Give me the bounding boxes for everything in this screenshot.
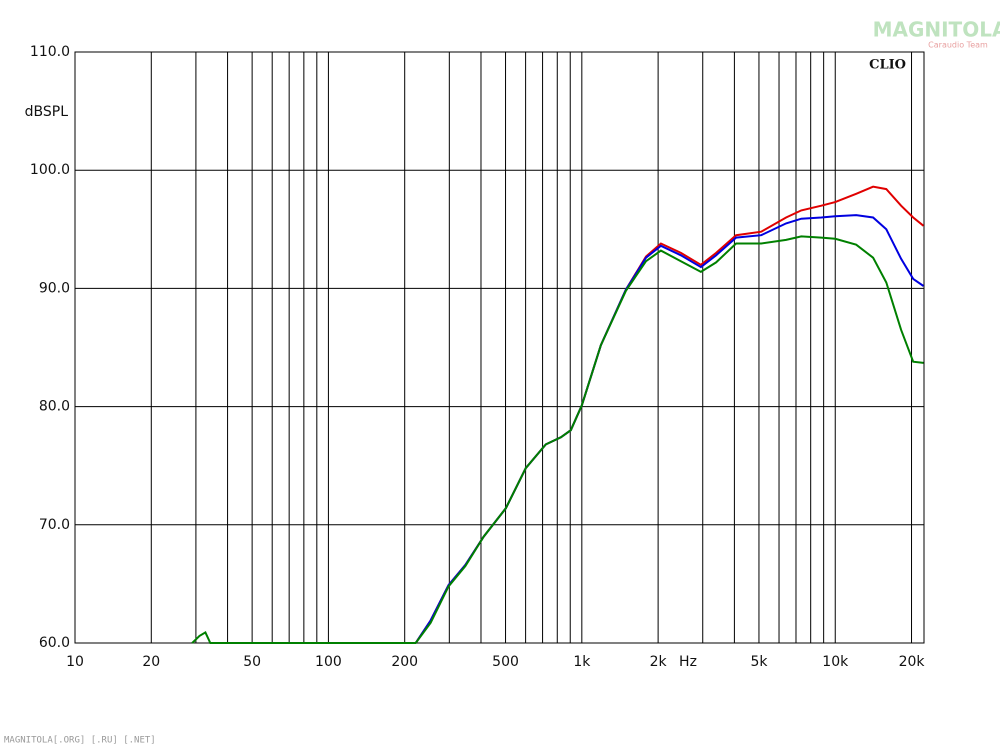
- annotation: CLIO: [869, 58, 906, 73]
- plot-frame: [74, 51, 925, 644]
- x-tick-label: 500: [492, 654, 519, 670]
- x-tick-label: 5k: [750, 654, 768, 670]
- x-tick-label: 1k: [573, 654, 591, 670]
- y-tick-label: 90.0: [39, 280, 70, 296]
- x-tick-label: 20: [142, 654, 160, 670]
- x-tick-label: 200: [391, 654, 418, 670]
- x-tick-label: 10: [66, 654, 84, 670]
- x-tick-label: 100: [315, 654, 342, 670]
- y-tick-label: 110.0: [30, 44, 70, 60]
- x-tick-label: 2k: [650, 654, 668, 670]
- series-line: [191, 235, 924, 644]
- y-tick-label: 70.0: [39, 517, 70, 533]
- footer: MAGNITOLA[.ORG] [.RU] [.NET]: [4, 736, 156, 746]
- x-tick-label: 20k: [899, 654, 926, 670]
- watermark-sub: Caraudio Team: [928, 41, 988, 50]
- watermark: MAGNITOLA: [873, 18, 1000, 42]
- x-tick-label: 50: [243, 654, 261, 670]
- y-tick-label: 80.0: [39, 399, 70, 415]
- x-axis-label: Hz: [679, 654, 697, 670]
- y-axis-label: dBSPL: [25, 104, 69, 120]
- y-tick-label: 60.0: [39, 635, 70, 651]
- x-tick-label: 10k: [822, 654, 849, 670]
- y-tick-label: 100.0: [30, 162, 70, 178]
